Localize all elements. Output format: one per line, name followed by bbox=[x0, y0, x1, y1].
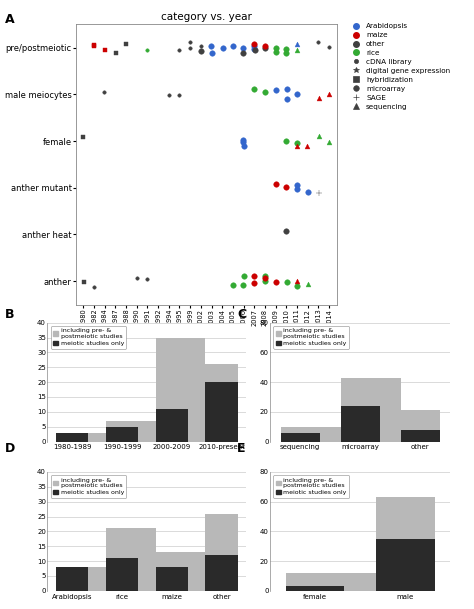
Bar bbox=[205, 382, 238, 442]
Text: E: E bbox=[237, 442, 246, 454]
Title: category vs. year: category vs. year bbox=[161, 12, 252, 22]
Polygon shape bbox=[281, 378, 440, 442]
X-axis label: year: year bbox=[196, 331, 216, 340]
Text: A: A bbox=[5, 13, 14, 26]
Legend: including pre- &
postmeiotic studies, meiotic studies only: including pre- & postmeiotic studies, me… bbox=[51, 326, 127, 348]
Legend: including pre- &
postmeiotic studies, meiotic studies only: including pre- & postmeiotic studies, me… bbox=[273, 475, 349, 498]
Bar bbox=[106, 558, 138, 591]
Legend: including pre- &
postmeiotic studies, meiotic studies only: including pre- & postmeiotic studies, me… bbox=[51, 475, 127, 498]
Legend: including pre- &
postmeiotic studies, meiotic studies only: including pre- & postmeiotic studies, me… bbox=[273, 326, 349, 348]
Bar bbox=[155, 567, 188, 591]
Bar bbox=[56, 432, 89, 442]
Bar bbox=[155, 409, 188, 442]
Bar bbox=[286, 586, 345, 591]
Polygon shape bbox=[56, 337, 238, 442]
Text: B: B bbox=[5, 308, 14, 320]
Bar bbox=[56, 567, 89, 591]
Polygon shape bbox=[286, 497, 435, 591]
Bar bbox=[205, 555, 238, 591]
Bar bbox=[106, 427, 138, 442]
Legend: Arabidopsis, maize, other, rice, cDNA library, digital gene expression, hybridiz: Arabidopsis, maize, other, rice, cDNA li… bbox=[348, 23, 451, 110]
Text: D: D bbox=[5, 442, 15, 454]
Bar bbox=[281, 432, 319, 442]
Bar bbox=[401, 430, 440, 442]
Text: C: C bbox=[237, 308, 246, 320]
Bar bbox=[376, 539, 435, 591]
Bar bbox=[341, 406, 380, 442]
Polygon shape bbox=[56, 513, 238, 591]
